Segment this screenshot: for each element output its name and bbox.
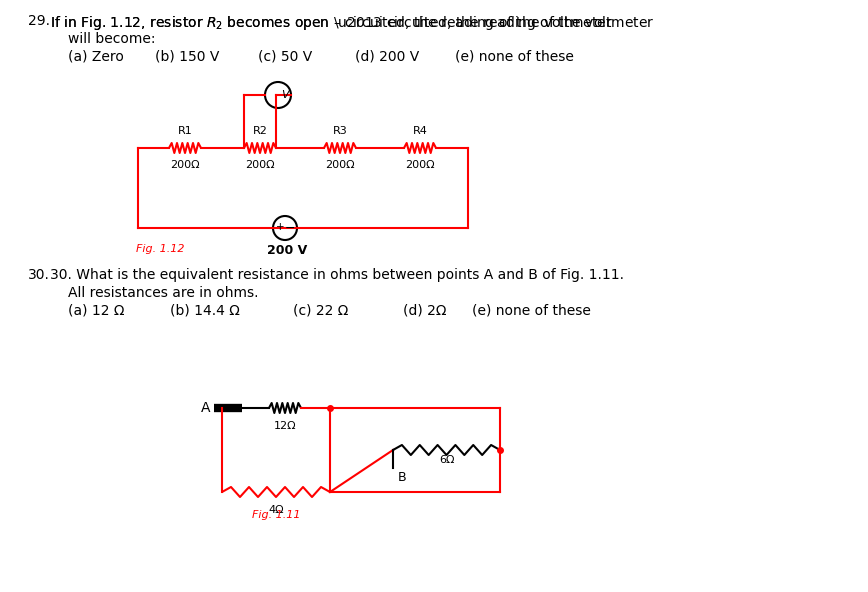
Text: 200Ω: 200Ω xyxy=(326,160,355,170)
Text: (d) 200 V: (d) 200 V xyxy=(355,50,419,64)
Circle shape xyxy=(265,82,291,108)
Text: (e) none of these: (e) none of these xyxy=(472,304,591,318)
Text: (c) 50 V: (c) 50 V xyxy=(258,50,312,64)
Text: (a) Zero: (a) Zero xyxy=(68,50,124,64)
Text: 29.: 29. xyxy=(28,14,50,28)
Text: (a) 12 Ω: (a) 12 Ω xyxy=(68,304,124,318)
Circle shape xyxy=(273,216,297,240)
Text: R1: R1 xyxy=(178,126,193,136)
Text: 200Ω: 200Ω xyxy=(245,160,275,170)
Text: 4Ω: 4Ω xyxy=(268,505,284,515)
Text: (b) 14.4 Ω: (b) 14.4 Ω xyxy=(170,304,240,318)
Text: Fig. 1.12: Fig. 1.12 xyxy=(136,244,185,254)
Text: 200Ω: 200Ω xyxy=(405,160,435,170)
Text: (b) 150 V: (b) 150 V xyxy=(155,50,220,64)
Text: R3: R3 xyxy=(332,126,347,136)
Text: (c) 22 Ω: (c) 22 Ω xyxy=(293,304,348,318)
Text: If in Fig. 1.12, resistor $R_2$ becomes open \u2013 circuited, the reading of th: If in Fig. 1.12, resistor $R_2$ becomes … xyxy=(50,14,654,32)
Text: R2: R2 xyxy=(253,126,267,136)
Text: +: + xyxy=(276,222,285,232)
Text: −: − xyxy=(285,221,295,234)
Text: 30.: 30. xyxy=(28,268,49,282)
Text: All resistances are in ohms.: All resistances are in ohms. xyxy=(68,286,259,300)
Text: V: V xyxy=(281,90,289,100)
Text: 200Ω: 200Ω xyxy=(170,160,200,170)
Text: A: A xyxy=(201,401,210,415)
Text: 12Ω: 12Ω xyxy=(273,421,296,431)
Text: 200 V: 200 V xyxy=(266,244,307,257)
Text: R4: R4 xyxy=(412,126,427,136)
Text: 30. What is the equivalent resistance in ohms between points A and B of Fig. 1.1: 30. What is the equivalent resistance in… xyxy=(50,268,624,282)
Text: (d) 2Ω: (d) 2Ω xyxy=(403,304,446,318)
Text: B: B xyxy=(398,471,406,484)
Text: If in Fig. 1.12, resistor $R_2$ becomes open – circuited, the reading of the vol: If in Fig. 1.12, resistor $R_2$ becomes … xyxy=(50,14,613,32)
Text: (e) none of these: (e) none of these xyxy=(455,50,574,64)
Text: will become:: will become: xyxy=(68,32,155,46)
Text: 6Ω: 6Ω xyxy=(438,455,454,465)
Text: Fig. 1.11: Fig. 1.11 xyxy=(252,510,300,520)
